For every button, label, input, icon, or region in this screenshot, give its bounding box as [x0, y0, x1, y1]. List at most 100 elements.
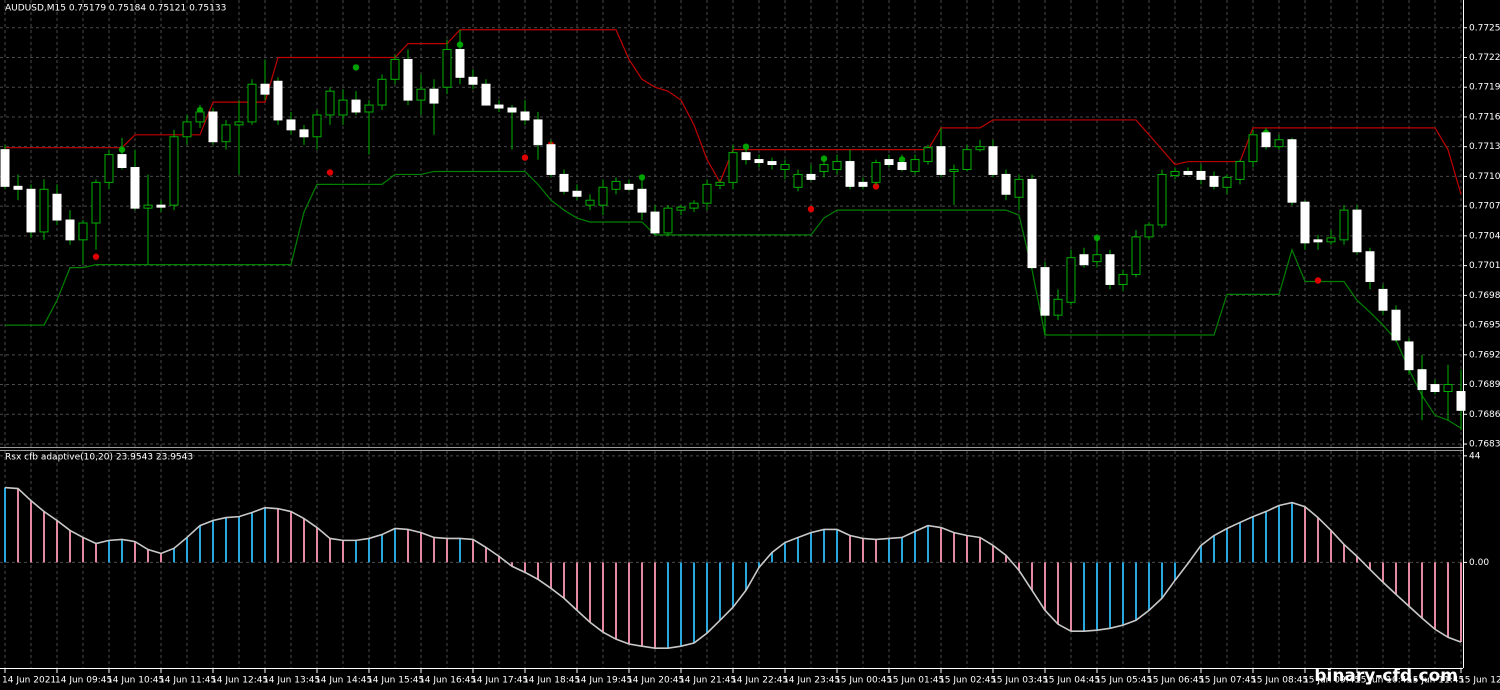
y-tick-label: 0.77045	[1469, 231, 1500, 241]
indicator-bar	[56, 520, 58, 563]
indicator-bar	[329, 538, 331, 563]
indicator-bar	[1213, 535, 1215, 563]
candle-body	[1391, 309, 1401, 341]
y-tick-label: 0.77255	[1469, 23, 1500, 33]
x-tick-label: 14 Jun 23:45	[783, 676, 840, 686]
candle-body	[104, 154, 114, 183]
indicator-bar	[1434, 562, 1436, 630]
indicator-bar	[121, 539, 123, 563]
candle-body	[1313, 239, 1323, 243]
indicator-bar	[732, 562, 734, 608]
x-tick-label: 15 Jun 00:45	[835, 676, 892, 686]
indicator-bar	[251, 512, 253, 563]
candle-body	[481, 83, 491, 106]
x-tick-label: 14 Jun 09:45	[55, 676, 112, 686]
candle-body	[624, 183, 634, 190]
x-tick-label: 14 Jun 10:45	[107, 676, 164, 686]
x-tick-label: 15 Jun 12:45	[1459, 676, 1500, 686]
indicator-bar	[1291, 502, 1293, 563]
indicator-bar	[966, 535, 968, 563]
candle-body	[598, 186, 608, 206]
signal-dot	[872, 183, 880, 190]
candle-body	[338, 99, 348, 116]
candle-body	[143, 204, 153, 209]
indicator-bar	[914, 531, 916, 563]
indicator-bar	[927, 525, 929, 563]
candle-body	[728, 152, 738, 183]
watermark: binary-cfd.com	[1314, 666, 1458, 686]
indicator-bar	[1317, 517, 1319, 563]
indicator-bar	[1057, 562, 1059, 625]
indicator-bar	[1343, 544, 1345, 563]
y-tick-label: 0.76895	[1469, 380, 1500, 390]
indicator-bar	[680, 562, 682, 647]
indicator-bar	[784, 542, 786, 563]
candle-body	[546, 144, 556, 175]
candle-body	[1261, 132, 1271, 148]
indicator-bar	[719, 562, 721, 621]
indicator-bar	[420, 532, 422, 563]
indicator-bar	[888, 538, 890, 563]
signal-dot	[326, 169, 334, 176]
candle-body	[637, 188, 647, 213]
x-tick-label: 14 Jun 20:45	[627, 676, 684, 686]
y-tick-label: 0.76955	[1469, 321, 1500, 331]
indicator-bar	[836, 529, 838, 563]
indicator-bar	[758, 562, 760, 568]
indicator-bar	[654, 562, 656, 649]
axis-layer: 0.77255 0.77225 0.77195 0.77165 0.77135 0.771…	[2, 23, 1500, 685]
x-tick-label: 15 Jun 03:45	[991, 676, 1048, 686]
candle-body	[520, 111, 530, 121]
indicator-bar	[368, 538, 370, 563]
candle-body	[1222, 176, 1232, 188]
indicator-bar	[433, 537, 435, 563]
indicator-bar	[108, 540, 110, 563]
candle-body	[91, 181, 101, 224]
candle-body	[1118, 274, 1128, 285]
candle-body	[936, 146, 946, 175]
y-tick-label: 0.77195	[1469, 83, 1500, 93]
candle-body	[234, 121, 244, 126]
candle-body	[572, 190, 582, 197]
candle-body	[741, 152, 751, 161]
x-tick-label: 15 Jun 04:45	[1043, 676, 1100, 686]
indicator-bar	[264, 507, 266, 563]
candle-body	[1001, 173, 1011, 195]
candle-body	[845, 161, 855, 187]
candle-body	[494, 104, 504, 109]
indicator-bar	[1421, 562, 1423, 619]
candle-body	[208, 111, 218, 143]
candle-body	[1183, 170, 1193, 175]
x-tick-label: 14 Jun 14:45	[315, 676, 372, 686]
signal-dot	[742, 143, 750, 150]
candle-body	[871, 162, 881, 183]
candle-body	[468, 76, 478, 85]
x-tick-label: 15 Jun 02:45	[939, 676, 996, 686]
x-tick-label: 14 Jun 11:45	[159, 676, 216, 686]
candle-body	[364, 104, 374, 113]
indicator-bar	[17, 488, 19, 563]
candle-body	[923, 147, 933, 163]
indicator-bar	[82, 537, 84, 563]
candle-body	[1235, 161, 1245, 180]
indicator-bar	[1330, 530, 1332, 563]
candle-body	[325, 90, 335, 116]
candle-body	[1066, 257, 1076, 303]
indicator-bar	[1239, 522, 1241, 563]
y-tick-label: 0.76985	[1469, 291, 1500, 301]
candle-body	[351, 99, 361, 113]
indicator-bar	[472, 539, 474, 563]
candle-body	[988, 146, 998, 175]
indicator-bar	[615, 562, 617, 640]
indicator-bar	[290, 511, 292, 563]
indicator-bar	[342, 540, 344, 563]
signal-dot	[807, 205, 815, 213]
indicator-bar	[212, 520, 214, 563]
candle-body	[1079, 254, 1089, 266]
candle-body	[819, 164, 829, 172]
candle-body	[1131, 236, 1141, 276]
indicator-bar	[186, 537, 188, 563]
x-tick-label: 15 Jun 11:45	[1407, 676, 1464, 686]
candle-body	[0, 149, 10, 187]
